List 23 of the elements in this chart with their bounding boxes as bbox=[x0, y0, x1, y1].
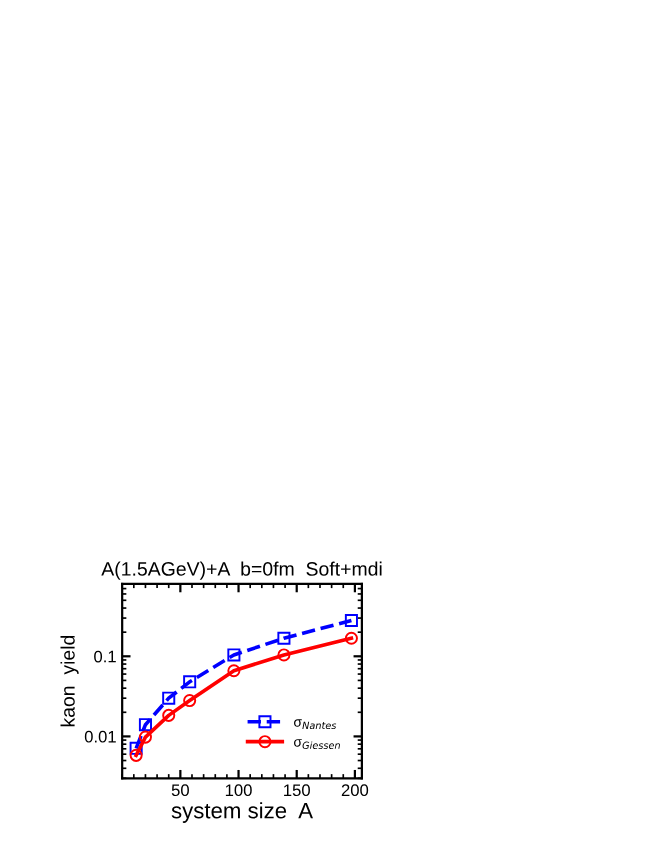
y-axis-title: kaon yield bbox=[60, 635, 79, 727]
point bbox=[183, 694, 197, 708]
point bbox=[162, 691, 176, 705]
x-tick-label: 50 bbox=[171, 784, 189, 797]
x-tick-label: 200 bbox=[341, 784, 369, 797]
x-tick-label: 150 bbox=[284, 784, 310, 797]
point bbox=[138, 730, 152, 744]
y-tick-label: 0.01 bbox=[84, 730, 116, 743]
chart-title: A(1.5AGeV)+A b=0fm Soft+mdi bbox=[101, 561, 382, 580]
point bbox=[277, 648, 291, 662]
point bbox=[344, 631, 358, 645]
x-tick-label: 100 bbox=[225, 784, 252, 797]
x-axis-title: system size A bbox=[171, 802, 313, 823]
y-tick-label: 0.1 bbox=[94, 650, 116, 663]
point bbox=[162, 708, 176, 722]
point bbox=[277, 631, 291, 645]
point bbox=[129, 748, 143, 762]
point bbox=[344, 613, 358, 627]
point bbox=[183, 675, 197, 689]
point bbox=[138, 718, 152, 732]
point bbox=[227, 648, 241, 662]
point bbox=[227, 664, 241, 678]
point bbox=[129, 741, 143, 755]
